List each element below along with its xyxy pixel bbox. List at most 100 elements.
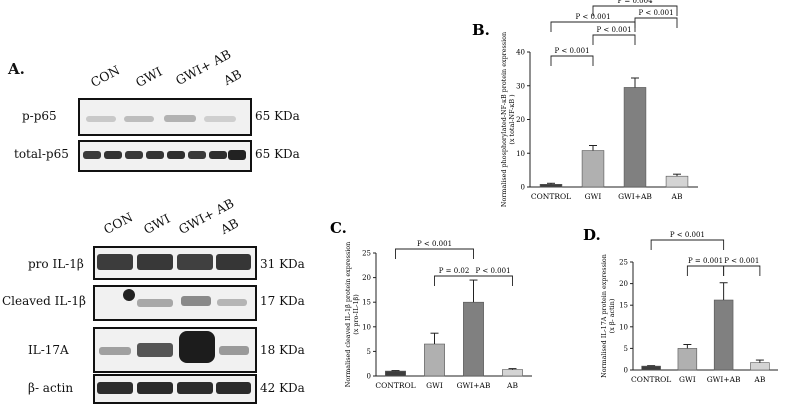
band bbox=[177, 254, 213, 270]
band bbox=[86, 116, 116, 122]
y-tick-label: 0 bbox=[624, 367, 628, 375]
significance-bracket bbox=[686, 265, 725, 276]
y-tick-label: 25 bbox=[619, 259, 628, 267]
y-tick-label: 5 bbox=[624, 345, 628, 353]
y-axis-label-unit: (x β- actin) bbox=[608, 299, 616, 334]
band bbox=[217, 299, 247, 306]
p-value-label: P < 0.001 bbox=[724, 257, 759, 265]
panel-letter-b: B. bbox=[472, 21, 490, 39]
band bbox=[181, 296, 211, 306]
row-label-pro-il1b: pro IL-1β bbox=[28, 257, 84, 271]
band bbox=[99, 347, 131, 355]
y-tick-label: 15 bbox=[619, 302, 628, 310]
band bbox=[97, 254, 133, 270]
band bbox=[204, 116, 236, 122]
blot-beta-actin bbox=[93, 374, 257, 404]
kda-pro-il1b: 31 KDa bbox=[260, 257, 305, 271]
y-axis-label-unit: (x total-NF-κB ) bbox=[508, 94, 516, 144]
y-tick-label: 10 bbox=[516, 150, 525, 158]
row-label-cleaved-il1b: Cleaved IL-1β bbox=[2, 294, 86, 308]
kda-beta-actin: 42 KDa bbox=[260, 381, 305, 395]
y-axis-label: Normalised cleaved IL-1β protein express… bbox=[344, 242, 352, 388]
band bbox=[137, 254, 173, 270]
bar-gwi bbox=[677, 348, 698, 371]
bar-ab bbox=[502, 369, 523, 377]
band bbox=[146, 151, 164, 159]
band bbox=[219, 346, 249, 355]
x-tick-label: GWI+AB bbox=[707, 375, 741, 384]
band bbox=[124, 116, 154, 122]
x-tick-label: CONTROL bbox=[631, 375, 671, 384]
significance-bracket bbox=[650, 239, 725, 250]
significance-bracket bbox=[592, 34, 636, 45]
y-tick-label: 20 bbox=[516, 116, 525, 124]
band bbox=[216, 382, 251, 394]
x-tick-label: GWI bbox=[585, 192, 602, 201]
panel-letter-c: C. bbox=[330, 219, 347, 237]
x-tick-label: AB bbox=[506, 381, 518, 390]
significance-bracket bbox=[634, 17, 678, 28]
bar-control bbox=[641, 365, 661, 371]
bar-gwi-ab bbox=[623, 87, 647, 188]
chart-c: C. 0 5 10 15 20 25 Normalised cleaved IL-1β pro… bbox=[330, 219, 532, 390]
band bbox=[228, 150, 246, 160]
band bbox=[137, 382, 173, 394]
p-value-label: P < 0.001 bbox=[554, 47, 589, 55]
blot-total-p65 bbox=[78, 140, 252, 172]
band bbox=[104, 151, 122, 159]
significance-bracket bbox=[395, 248, 474, 259]
x-tick-label: GWI bbox=[426, 381, 443, 390]
band bbox=[164, 115, 196, 122]
row-label-il17a: IL-17A bbox=[28, 343, 69, 357]
kda-p-p65: 65 KDa bbox=[255, 109, 300, 123]
band bbox=[209, 151, 227, 159]
y-tick-label: 15 bbox=[362, 299, 371, 307]
p-value-label: P < 0.001 bbox=[575, 13, 610, 21]
y-axis-label-unit: (x pro-IL-1β) bbox=[352, 294, 360, 334]
row-label-p-p65: p-p65 bbox=[22, 109, 57, 123]
row-label-total-p65: total-p65 bbox=[14, 147, 69, 161]
y-tick-label: 0 bbox=[521, 184, 525, 192]
chart-b: B. 0 10 20 30 40 Normalised phosphorylated-NF-… bbox=[472, 0, 698, 207]
x-tick-label: AB bbox=[671, 192, 683, 201]
band bbox=[179, 331, 215, 363]
chart-d: D. 0 5 10 15 20 25 Normalised IL-17A protein ex… bbox=[583, 226, 778, 384]
kda-cleaved-il1b: 17 KDa bbox=[260, 294, 305, 308]
bar-control bbox=[539, 184, 563, 188]
x-tick-label: CONTROL bbox=[375, 381, 415, 390]
y-tick-label: 10 bbox=[619, 323, 628, 331]
kda-il17a: 18 KDa bbox=[260, 343, 305, 357]
blot-pro-il1b bbox=[93, 246, 257, 280]
band bbox=[137, 299, 173, 307]
band bbox=[125, 151, 143, 159]
p-value-label: P = 0.004 bbox=[617, 0, 653, 5]
bar-control bbox=[385, 370, 406, 377]
x-tick-label: GWI bbox=[679, 375, 696, 384]
band bbox=[177, 382, 213, 394]
blot-cleaved-il1b bbox=[93, 285, 257, 321]
bar-gwi bbox=[424, 343, 445, 377]
y-tick-label: 0 bbox=[367, 373, 371, 381]
band bbox=[188, 151, 206, 159]
p-value-label: P < 0.001 bbox=[670, 231, 705, 239]
y-tick-label: 20 bbox=[362, 274, 371, 282]
p-value-label: P = 0.001 bbox=[688, 257, 723, 265]
significance-bracket bbox=[592, 5, 678, 16]
y-tick-label: 5 bbox=[367, 348, 371, 356]
band bbox=[97, 382, 133, 394]
band bbox=[123, 289, 135, 301]
bar-ab bbox=[665, 175, 689, 188]
y-axis-label: Normalised IL-17A protein expression bbox=[600, 254, 608, 378]
p-value-label: P < 0.001 bbox=[596, 26, 631, 34]
y-tick-label: 20 bbox=[619, 280, 628, 288]
significance-bracket bbox=[473, 275, 513, 286]
x-tick-label: AB bbox=[753, 375, 765, 384]
y-tick-label: 40 bbox=[516, 49, 525, 57]
y-axis-label: Normalised phosphorylated-NF-κB protein … bbox=[500, 32, 508, 207]
row-label-beta-actin: β- actin bbox=[28, 381, 74, 395]
significance-bracket bbox=[434, 275, 474, 286]
significance-bracket bbox=[550, 21, 636, 32]
y-tick-label: 10 bbox=[362, 323, 371, 331]
significance-bracket bbox=[723, 265, 761, 276]
